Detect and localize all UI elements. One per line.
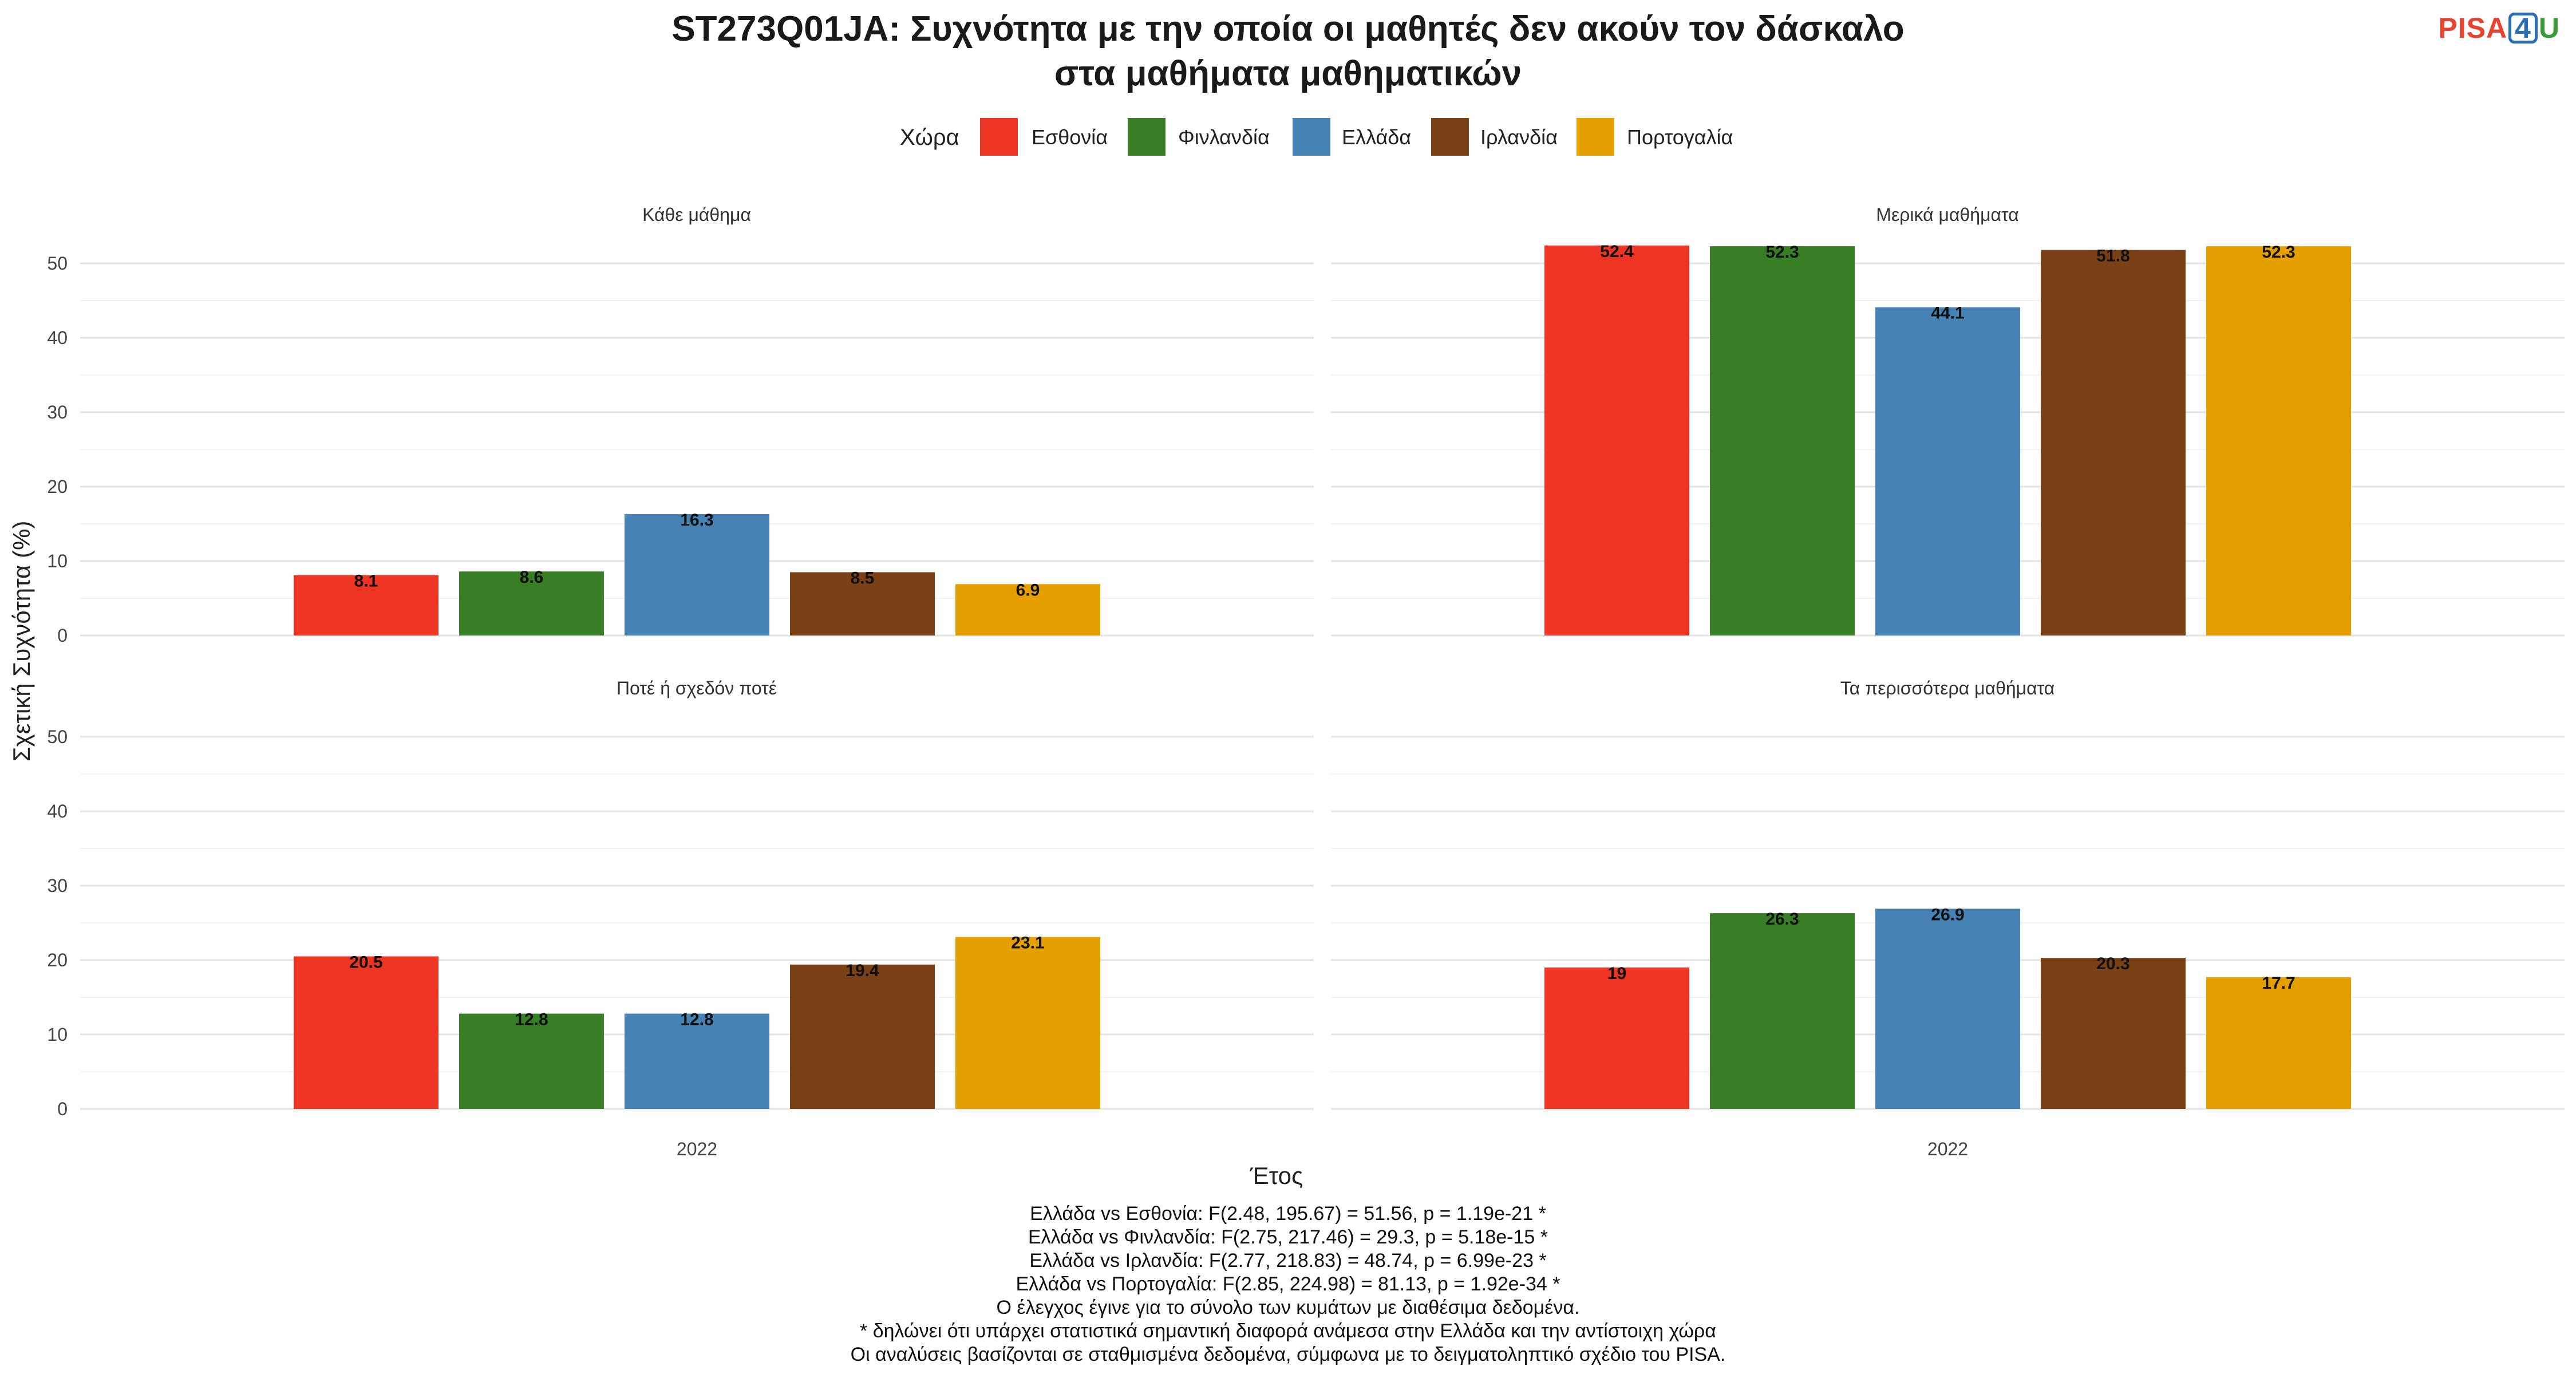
x-axis-title: Έτος: [1250, 1162, 1303, 1189]
bar-3-3: [2041, 958, 2186, 1109]
bar-label-3-0: 19: [1607, 964, 1626, 983]
bar-label-0-4: 6.9: [1016, 581, 1040, 599]
bar-label-1-0: 52.4: [1600, 242, 1634, 261]
legend-label-0: Εσθονία: [1032, 125, 1108, 149]
chart-panels: Κάθε μάθημα 0 10 20 30 40 50 8.1 8.6 16.3 8.5 6.9 Με…: [47, 204, 2565, 1159]
legend-label-2: Ελλάδα: [1342, 125, 1411, 149]
bar-2-3: [790, 964, 935, 1109]
bar-1-4: [2206, 246, 2351, 636]
y-tick-label-2-5: 50: [47, 727, 68, 747]
bar-2-2: [625, 1013, 769, 1109]
bar-0-3: [790, 572, 935, 635]
panel-title-0: Κάθε μάθημα: [642, 204, 751, 225]
y-axis-title: Σχετική Συχνότητα (%): [8, 521, 35, 762]
bar-label-2-1: 12.8: [515, 1010, 548, 1029]
bar-1-0: [1544, 245, 1689, 635]
footnote-line-5: * δηλώνει ότι υπάρχει στατιστικά σημαντι…: [860, 1320, 1716, 1342]
bar-label-1-4: 52.3: [2262, 243, 2295, 262]
footnote-line-2: Ελλάδα vs Ιρλανδία: F(2.77, 218.83) = 48…: [1029, 1250, 1547, 1272]
footnote-line-0: Ελλάδα vs Εσθονία: F(2.48, 195.67) = 51.…: [1030, 1203, 1546, 1225]
footnote-line-4: Ο έλεγχος έγινε για το σύνολο των κυμάτω…: [996, 1297, 1580, 1318]
y-tick-label-0-3: 30: [47, 402, 68, 423]
y-tick-label-0-5: 50: [47, 253, 68, 274]
pisa4u-logo: PISA 4 U: [2438, 11, 2560, 45]
panel-0: Κάθε μάθημα 0 10 20 30 40 50 8.1 8.6 16.3 8.5 6.9: [47, 204, 1314, 646]
bar-label-1-2: 44.1: [1931, 304, 1964, 323]
legend-label-1: Φινλανδία: [1178, 125, 1270, 149]
footnote-line-6: Οι αναλύσεις βασίζονται σε σταθμισμένα δ…: [850, 1344, 1726, 1365]
y-tick-label-2-3: 30: [47, 875, 68, 896]
bar-label-0-2: 16.3: [680, 511, 713, 530]
y-tick-label-0-1: 10: [47, 551, 68, 571]
legend: Χώρα Εσθονία Φινλανδία Ελλάδα Ιρλανδία Πορτογ…: [900, 118, 1733, 156]
bar-1-2: [1875, 307, 2020, 635]
bar-0-0: [294, 575, 438, 635]
bar-label-2-2: 12.8: [680, 1010, 713, 1029]
footnote-line-3: Ελλάδα vs Πορτογαλία: F(2.85, 224.98) = …: [1016, 1273, 1560, 1295]
logo-text-4: 4: [2508, 13, 2538, 44]
bar-label-0-0: 8.1: [354, 572, 378, 591]
bar-label-3-2: 26.9: [1931, 905, 1964, 924]
chart-title-line-2: στα μαθήματα μαθηματικών: [1054, 54, 1522, 93]
panel-title-1: Μερικά μαθήματα: [1876, 204, 2018, 225]
legend-label-4: Πορτογαλία: [1627, 125, 1733, 149]
bar-0-2: [625, 514, 769, 635]
panel-title-3: Τα περισσότερα μαθήματα: [1840, 678, 2055, 698]
bar-2-4: [955, 937, 1100, 1109]
legend-swatch-2: [1293, 118, 1330, 156]
y-tick-label-2-2: 20: [47, 950, 68, 970]
legend-swatch-4: [1577, 118, 1614, 156]
y-tick-label-2-4: 40: [47, 801, 68, 822]
bar-label-3-4: 17.7: [2262, 974, 2295, 993]
panel-title-2: Ποτέ ή σχεδόν ποτέ: [617, 678, 777, 698]
legend-swatch-3: [1431, 118, 1469, 156]
y-tick-label-0-2: 20: [47, 476, 68, 497]
x-tick-label-3: 2022: [1927, 1139, 1968, 1159]
bar-3-1: [1710, 913, 1855, 1109]
bar-1-1: [1710, 246, 1855, 636]
bar-3-2: [1875, 909, 2020, 1109]
footnote-line-1: Ελλάδα vs Φινλανδία: F(2.75, 217.46) = 2…: [1028, 1226, 1548, 1248]
faceted-bar-chart: Χώρα Εσθονία Φινλανδία Ελλάδα Ιρλανδία Πορτογ…: [8, 118, 2565, 1189]
bar-3-0: [1544, 968, 1689, 1109]
bar-label-0-3: 8.5: [851, 569, 875, 588]
chart-footnotes: Ελλάδα vs Εσθονία: F(2.48, 195.67) = 51.…: [0, 1202, 2576, 1367]
bar-label-3-3: 20.3: [2096, 954, 2129, 973]
panel-2: Ποτέ ή σχεδόν ποτέ 0 10 20 30 40 50 20.5 12.8 12.…: [47, 678, 1314, 1159]
legend-title: Χώρα: [900, 125, 959, 150]
y-tick-label-2-0: 0: [57, 1099, 68, 1119]
bar-3-4: [2206, 977, 2351, 1109]
bar-label-3-1: 26.3: [1765, 910, 1799, 929]
y-tick-label-0-4: 40: [47, 327, 68, 348]
legend-label-3: Ιρλανδία: [1480, 125, 1558, 149]
bar-0-1: [459, 571, 604, 635]
bar-label-1-1: 52.3: [1765, 243, 1799, 262]
logo-text-pisa: PISA: [2438, 12, 2508, 44]
panel-3: Τα περισσότερα μαθήματα 19 26.3 26.9 20.3 17.…: [1331, 678, 2565, 1159]
bar-label-1-3: 51.8: [2096, 247, 2129, 266]
panel-1: Μερικά μαθήματα 52.4 52.3 44.1 51.8 52.3: [1331, 204, 2565, 637]
bar-0-4: [955, 584, 1100, 635]
chart-title: ST273Q01JA: Συχνότητα με την οποία οι μα…: [0, 7, 2576, 96]
chart-title-line-1: ST273Q01JA: Συχνότητα με την οποία οι μα…: [671, 9, 1905, 49]
bar-2-0: [294, 956, 438, 1109]
y-tick-label-0-0: 0: [57, 625, 68, 646]
bar-label-2-0: 20.5: [349, 953, 382, 972]
bar-1-3: [2041, 250, 2186, 636]
legend-swatch-1: [1128, 118, 1165, 156]
bar-label-0-1: 8.6: [520, 568, 544, 587]
logo-text-u: U: [2538, 12, 2560, 44]
bar-2-1: [459, 1013, 604, 1109]
bar-label-2-4: 23.1: [1011, 934, 1044, 953]
x-tick-label-2: 2022: [677, 1139, 717, 1159]
bar-label-2-3: 19.4: [846, 961, 879, 980]
legend-swatch-0: [980, 118, 1018, 156]
y-tick-label-2-1: 10: [47, 1024, 68, 1045]
